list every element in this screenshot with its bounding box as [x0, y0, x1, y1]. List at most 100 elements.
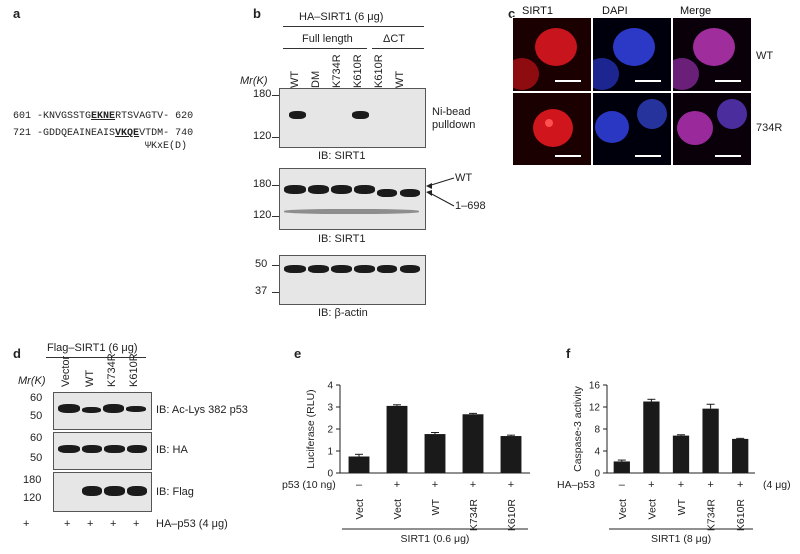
sequence-line-2: 721 -GDDQEAINEAISVKQEVTDM- 740	[13, 128, 193, 139]
seq1-motif: EKNE	[91, 111, 116, 122]
category-label: K610R	[735, 499, 747, 532]
b-lane-2: DM	[310, 70, 322, 88]
d-plus-4: +	[133, 518, 140, 530]
b2-ib-label: IB: SIRT1	[318, 233, 366, 245]
band	[331, 185, 352, 194]
b-lane-5: K610R	[373, 54, 385, 88]
scale-bar	[555, 155, 581, 157]
bar	[386, 405, 408, 473]
panel-f-label: f	[566, 346, 571, 361]
category-label: K610R	[506, 499, 518, 532]
b-full-line	[283, 48, 367, 49]
d3-tick-180: 180	[23, 474, 42, 486]
band	[126, 406, 146, 412]
seq2-end: 740	[175, 128, 194, 139]
seq1-end: 620	[175, 111, 194, 122]
seq2-motif: VKQE	[115, 128, 140, 139]
b-blot-actin	[279, 255, 426, 305]
b-lane-4: K610R	[352, 54, 364, 88]
seq1-post: RTSVAGTV-	[115, 111, 170, 122]
band	[127, 486, 147, 496]
d1-tick-50: 50	[30, 410, 43, 422]
b2-tick-mark	[272, 216, 279, 217]
band	[82, 445, 102, 453]
band	[377, 189, 397, 197]
d-blot-ha	[53, 432, 152, 470]
consensus-motif: ΨKxE(D)	[145, 141, 188, 152]
b1-ib-label: IB: SIRT1	[318, 150, 366, 162]
c-col-merge: Merge	[680, 5, 712, 17]
d-blot-acetyl	[53, 392, 152, 430]
b-dct-line	[372, 48, 424, 49]
seq2-pre: -GDDQEAINEAIS	[37, 128, 116, 139]
b2-tick-120: 120	[253, 209, 272, 221]
b-trunc-arrow-label: 1–698	[455, 200, 486, 212]
b-mr-label: Mr(K)	[240, 75, 268, 87]
b-group-dct: ΔCT	[383, 33, 406, 45]
d-lane-2: WT	[84, 369, 96, 387]
bar	[732, 438, 749, 473]
band	[331, 265, 352, 273]
b-construct-line	[283, 26, 424, 27]
y-axis-label: Luciferase (RLU)	[305, 389, 317, 468]
d-mr-label: Mr(K)	[18, 375, 46, 387]
panel-b-label: b	[253, 6, 261, 21]
band	[104, 486, 125, 496]
y-tick-label: 4	[327, 381, 333, 392]
bar	[613, 461, 630, 473]
b-ni-bead-label: Ni-bead pulldown	[432, 106, 476, 131]
nucleus	[513, 58, 539, 90]
band	[352, 111, 369, 119]
sequence-line-1: 601 -KNVGSSTGEKNERTSVAGTV- 620	[13, 111, 193, 122]
bar	[702, 408, 719, 473]
bar	[643, 401, 660, 473]
treatment-sign: +	[470, 479, 476, 491]
treatment-sign: +	[707, 479, 713, 491]
b3-tick-mark	[272, 265, 279, 266]
panel-d-label: d	[13, 346, 21, 361]
c-734r-dapi	[592, 92, 672, 166]
d-bottom-label: HA–p53 (4 μg)	[156, 518, 228, 530]
d-lane-3: K734R	[106, 353, 118, 387]
nucleolus	[545, 119, 553, 127]
b2-tick-mark	[272, 185, 279, 186]
chart-f-caspase: 0 4 8 12 16 Caspase-3 activity – Vect + Vect + WT + K…	[557, 381, 791, 546]
band	[284, 209, 419, 214]
scale-bar	[715, 155, 741, 157]
seq2-post: VTDM-	[139, 128, 170, 139]
nucleus	[673, 58, 699, 90]
nucleus	[613, 28, 655, 66]
b1-tick-120: 120	[253, 130, 272, 142]
d1-tick-60: 60	[30, 392, 43, 404]
d-plus-0: +	[23, 518, 30, 530]
treatment-sign: +	[508, 479, 514, 491]
d2-ib-label: IB: HA	[156, 444, 188, 456]
y-tick-label: 12	[589, 403, 601, 414]
b3-tick-37: 37	[255, 285, 268, 297]
band	[308, 185, 329, 194]
bar	[500, 436, 522, 473]
d-lane-4: K610R	[128, 353, 140, 387]
y-tick-label: 16	[589, 381, 601, 392]
d2-tick-60: 60	[30, 432, 43, 444]
d-plus-3: +	[110, 518, 117, 530]
b-lane-6: WT	[394, 70, 406, 88]
scale-bar	[715, 80, 741, 82]
c-row-734r: 734R	[756, 122, 783, 134]
band	[377, 265, 397, 273]
bar	[462, 414, 484, 473]
panel-c-label: c	[508, 6, 516, 21]
b-blot-pulldown	[279, 88, 426, 148]
chart-e-luciferase: 0 1 2 3 4 Luciferase (RLU) – Vect + Vect + WT + K734R…	[282, 381, 530, 545]
treatment-label: p53 (10 ng)	[282, 479, 336, 491]
b-lane-1: WT	[289, 70, 301, 88]
category-label: WT	[676, 498, 688, 515]
treatment-sign: +	[648, 479, 654, 491]
d-construct-label: Flag–SIRT1 (6 μg)	[47, 342, 138, 354]
panel-a-label: a	[13, 6, 21, 21]
category-label: WT	[430, 498, 442, 515]
b-wt-arrow-label: WT	[455, 172, 473, 184]
seq2-start: 721	[13, 128, 32, 139]
c-wt-dapi	[592, 17, 672, 92]
nucleus	[637, 99, 667, 129]
